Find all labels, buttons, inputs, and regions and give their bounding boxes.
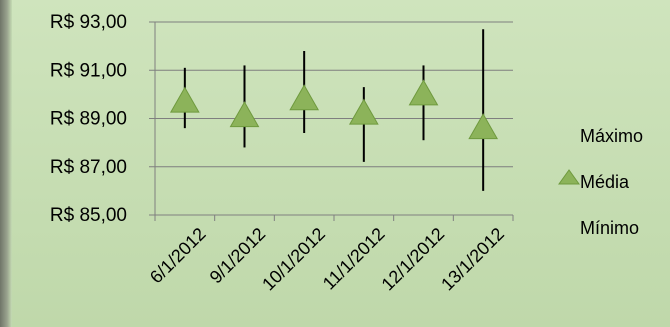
y-tick-label: R$ 89,00 — [50, 109, 127, 130]
y-tick-label: R$ 91,00 — [50, 60, 127, 81]
x-tick-label: 10/1/2012 — [258, 224, 329, 295]
legend-entry: Mínimo — [580, 218, 639, 238]
x-tick-label: 13/1/2012 — [437, 224, 508, 295]
average-marker — [408, 79, 439, 106]
average-marker — [468, 113, 499, 140]
x-tick-label: 6/1/2012 — [146, 224, 210, 288]
gridlines — [155, 21, 513, 216]
y-tick-label: R$ 85,00 — [50, 205, 127, 226]
legend-entry: Máximo — [580, 126, 643, 146]
x-tick-labels: 6/1/20129/1/201210/1/201211/1/201212/1/2… — [146, 224, 508, 295]
y-tick-label: R$ 87,00 — [50, 157, 127, 178]
y-tick-labels: R$ 85,00 R$ 87,00 R$ 89,00 R$ 91,00 R$ 93,00 — [50, 12, 127, 226]
legend-entry: Média — [580, 172, 630, 192]
legend: Máximo Média Mínimo — [558, 126, 643, 238]
x-tick-label: 12/1/2012 — [378, 224, 449, 295]
axes — [149, 21, 514, 221]
average-markers — [169, 79, 499, 140]
average-marker — [348, 98, 379, 125]
y-tick-label: R$ 93,00 — [50, 12, 127, 33]
left-edge-shadow — [0, 0, 12, 327]
legend-marker-average — [558, 169, 580, 185]
average-marker — [289, 84, 320, 111]
average-marker — [169, 86, 200, 113]
x-tick-label: 11/1/2012 — [319, 224, 389, 294]
average-marker — [229, 101, 260, 128]
